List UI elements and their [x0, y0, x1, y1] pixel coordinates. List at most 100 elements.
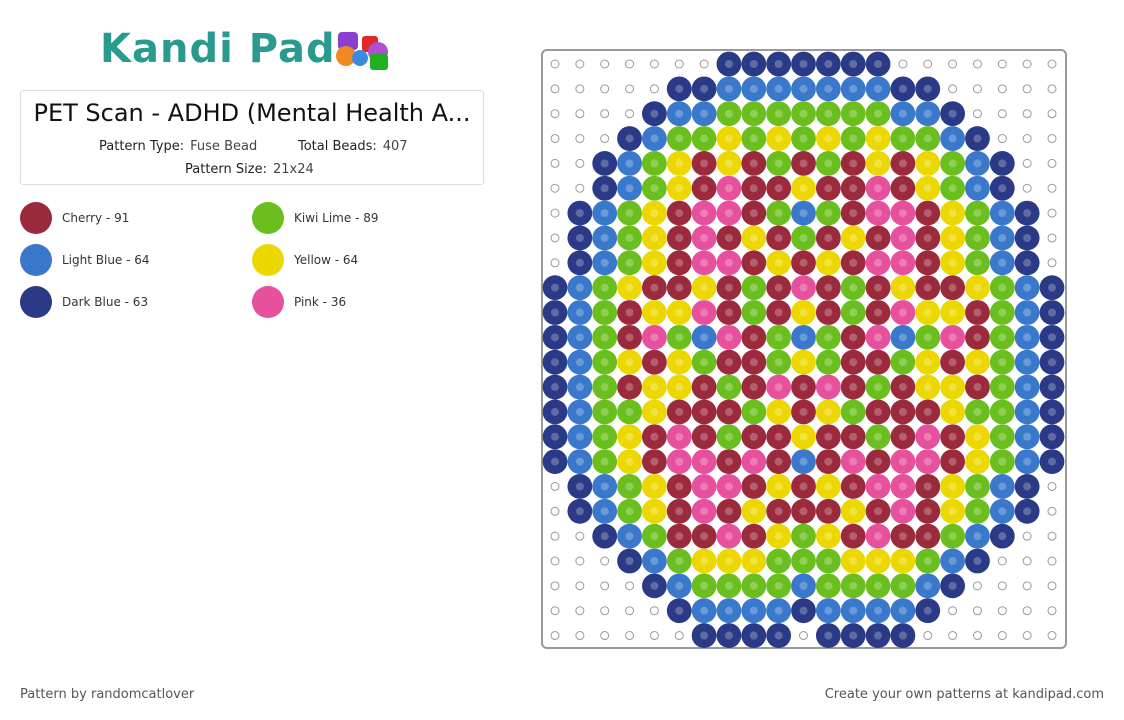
- bead: [815, 101, 841, 127]
- bead: [567, 498, 593, 524]
- bead: [915, 498, 941, 524]
- bead-hole: [749, 184, 758, 193]
- bead-hole: [923, 258, 932, 267]
- bead-hole: [724, 457, 733, 466]
- bead-hole: [923, 283, 932, 292]
- peg: [575, 158, 585, 168]
- bead-hole: [700, 109, 709, 118]
- bead-hole: [551, 457, 559, 466]
- pattern-card: PET Scan - ADHD (Mental Health A... Patt…: [20, 90, 484, 185]
- bead-hole: [675, 233, 684, 242]
- bead: [642, 175, 667, 201]
- peg: [972, 59, 982, 69]
- bead-hole: [724, 233, 733, 242]
- bead-hole: [998, 532, 1007, 541]
- bead: [766, 623, 792, 648]
- bead: [716, 175, 742, 201]
- bead-hole: [700, 308, 709, 317]
- bead-hole: [749, 308, 758, 317]
- bead: [865, 76, 891, 102]
- bead: [1039, 424, 1065, 450]
- footer-credit[interactable]: Pattern by randomcatlover: [20, 687, 195, 702]
- bead-hole: [1048, 457, 1056, 466]
- bead: [840, 399, 866, 425]
- bead: [865, 225, 891, 251]
- bead: [1014, 250, 1040, 276]
- bead: [940, 474, 965, 499]
- bead: [542, 275, 568, 301]
- bead-hole: [700, 233, 709, 242]
- bead: [840, 573, 866, 599]
- peg: [649, 631, 659, 641]
- field-label: Total Beads:: [298, 139, 377, 154]
- bead: [791, 598, 816, 624]
- bead-hole: [923, 134, 932, 143]
- bead-hole: [774, 258, 783, 267]
- bead: [642, 126, 667, 151]
- bead-hole: [650, 333, 659, 342]
- bead-hole: [849, 557, 858, 565]
- bead-hole: [650, 358, 659, 367]
- bead-hole: [998, 407, 1007, 416]
- bead-hole: [724, 383, 733, 392]
- peg: [600, 84, 610, 94]
- bead: [766, 573, 792, 599]
- bead-hole: [724, 557, 733, 565]
- bead: [915, 598, 941, 624]
- field: Total Beads: 407: [298, 135, 408, 154]
- bead-hole: [898, 258, 907, 267]
- bead-hole: [724, 283, 733, 292]
- bead: [989, 324, 1015, 350]
- footer-link[interactable]: Create your own patterns at kandipad.com: [824, 687, 1104, 702]
- bead: [567, 300, 593, 325]
- peg: [1047, 556, 1057, 566]
- bead: [592, 349, 618, 375]
- bead: [890, 623, 916, 648]
- bead: [716, 449, 742, 474]
- bead-hole: [998, 159, 1007, 168]
- bead-hole: [849, 258, 858, 267]
- bead-hole: [998, 233, 1007, 242]
- bead: [1014, 275, 1040, 301]
- bead: [890, 573, 916, 599]
- bead-hole: [650, 258, 659, 267]
- bead-hole: [675, 482, 684, 491]
- bead-hole: [700, 258, 709, 267]
- bead: [791, 498, 816, 524]
- bead: [691, 275, 717, 301]
- bead: [741, 151, 767, 176]
- bead-hole: [724, 84, 733, 93]
- bead-hole: [973, 184, 982, 193]
- peg: [1047, 208, 1057, 218]
- bead: [815, 175, 841, 201]
- bead-hole: [998, 209, 1007, 218]
- bead: [716, 424, 742, 450]
- bead: [965, 523, 990, 549]
- bead-hole: [923, 407, 932, 416]
- bead-hole: [973, 457, 982, 466]
- bead: [965, 548, 990, 574]
- logo[interactable]: Kandi Pad: [100, 26, 336, 72]
- color-swatch: [252, 286, 284, 318]
- bead: [915, 300, 941, 325]
- bead: [965, 175, 990, 201]
- bead: [965, 250, 990, 276]
- bead-hole: [824, 383, 833, 392]
- bead-hole: [700, 581, 709, 590]
- field-value: Fuse Bead: [190, 139, 258, 154]
- peg: [1047, 506, 1057, 516]
- bead: [890, 200, 916, 226]
- bead-hole: [575, 209, 584, 218]
- bead-hole: [824, 159, 833, 168]
- bead: [592, 324, 618, 350]
- bead-hole: [774, 209, 783, 218]
- bead-hole: [998, 507, 1007, 516]
- bead-hole: [600, 532, 609, 541]
- peg: [948, 606, 958, 616]
- color-label: Dark Blue - 63: [62, 295, 149, 309]
- bead: [890, 126, 916, 151]
- bead: [741, 349, 767, 375]
- field-label: Pattern Type:: [99, 139, 185, 154]
- bead-hole: [1048, 333, 1056, 342]
- color-label: Cherry - 91: [62, 211, 130, 225]
